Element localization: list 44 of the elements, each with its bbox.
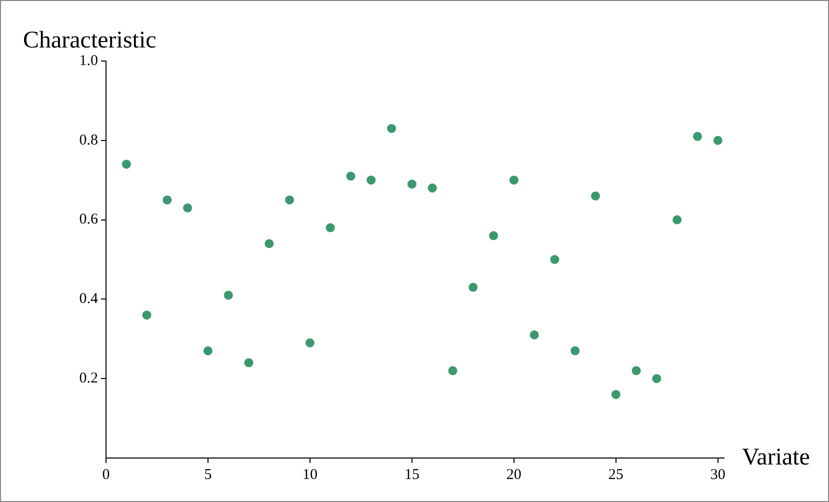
x-tick-label: 20 [506,466,522,483]
y-tick-label: 1.0 [79,52,98,69]
point [244,358,254,368]
x-tick-label: 5 [204,466,212,483]
x-tick-label: 0 [102,466,110,483]
point [611,390,620,399]
point [285,195,294,204]
x-tick-label: 30 [710,466,726,483]
point [632,366,641,376]
point [428,184,437,193]
y-tick-label: 0.8 [79,132,98,148]
point [224,290,233,300]
y-axis-title: Characteristic [23,27,156,54]
point [264,239,274,248]
x-axis-title: Variate [742,444,810,470]
point [530,330,539,340]
point [448,366,458,376]
point [122,160,131,169]
point [489,231,498,240]
point [162,195,172,204]
y-tick-label: 0.2 [79,370,98,387]
point [203,346,212,356]
point [550,255,560,264]
point [652,374,662,384]
point [326,223,335,232]
point [692,132,702,141]
point [591,191,600,200]
point [183,203,192,212]
point [366,176,376,185]
point [387,124,396,133]
x-tick-label: 10 [302,466,318,483]
point [407,180,416,189]
y-tick-label: 0.4 [79,291,98,308]
point [672,215,682,224]
point [346,172,356,181]
x-tick-label: 25 [608,466,624,483]
point [468,282,478,292]
point [142,310,152,320]
point [305,338,314,348]
x-tick-label: 15 [404,466,420,483]
point [713,136,722,145]
point [570,346,580,356]
point [509,176,518,185]
y-tick-label: 0.6 [79,212,98,228]
